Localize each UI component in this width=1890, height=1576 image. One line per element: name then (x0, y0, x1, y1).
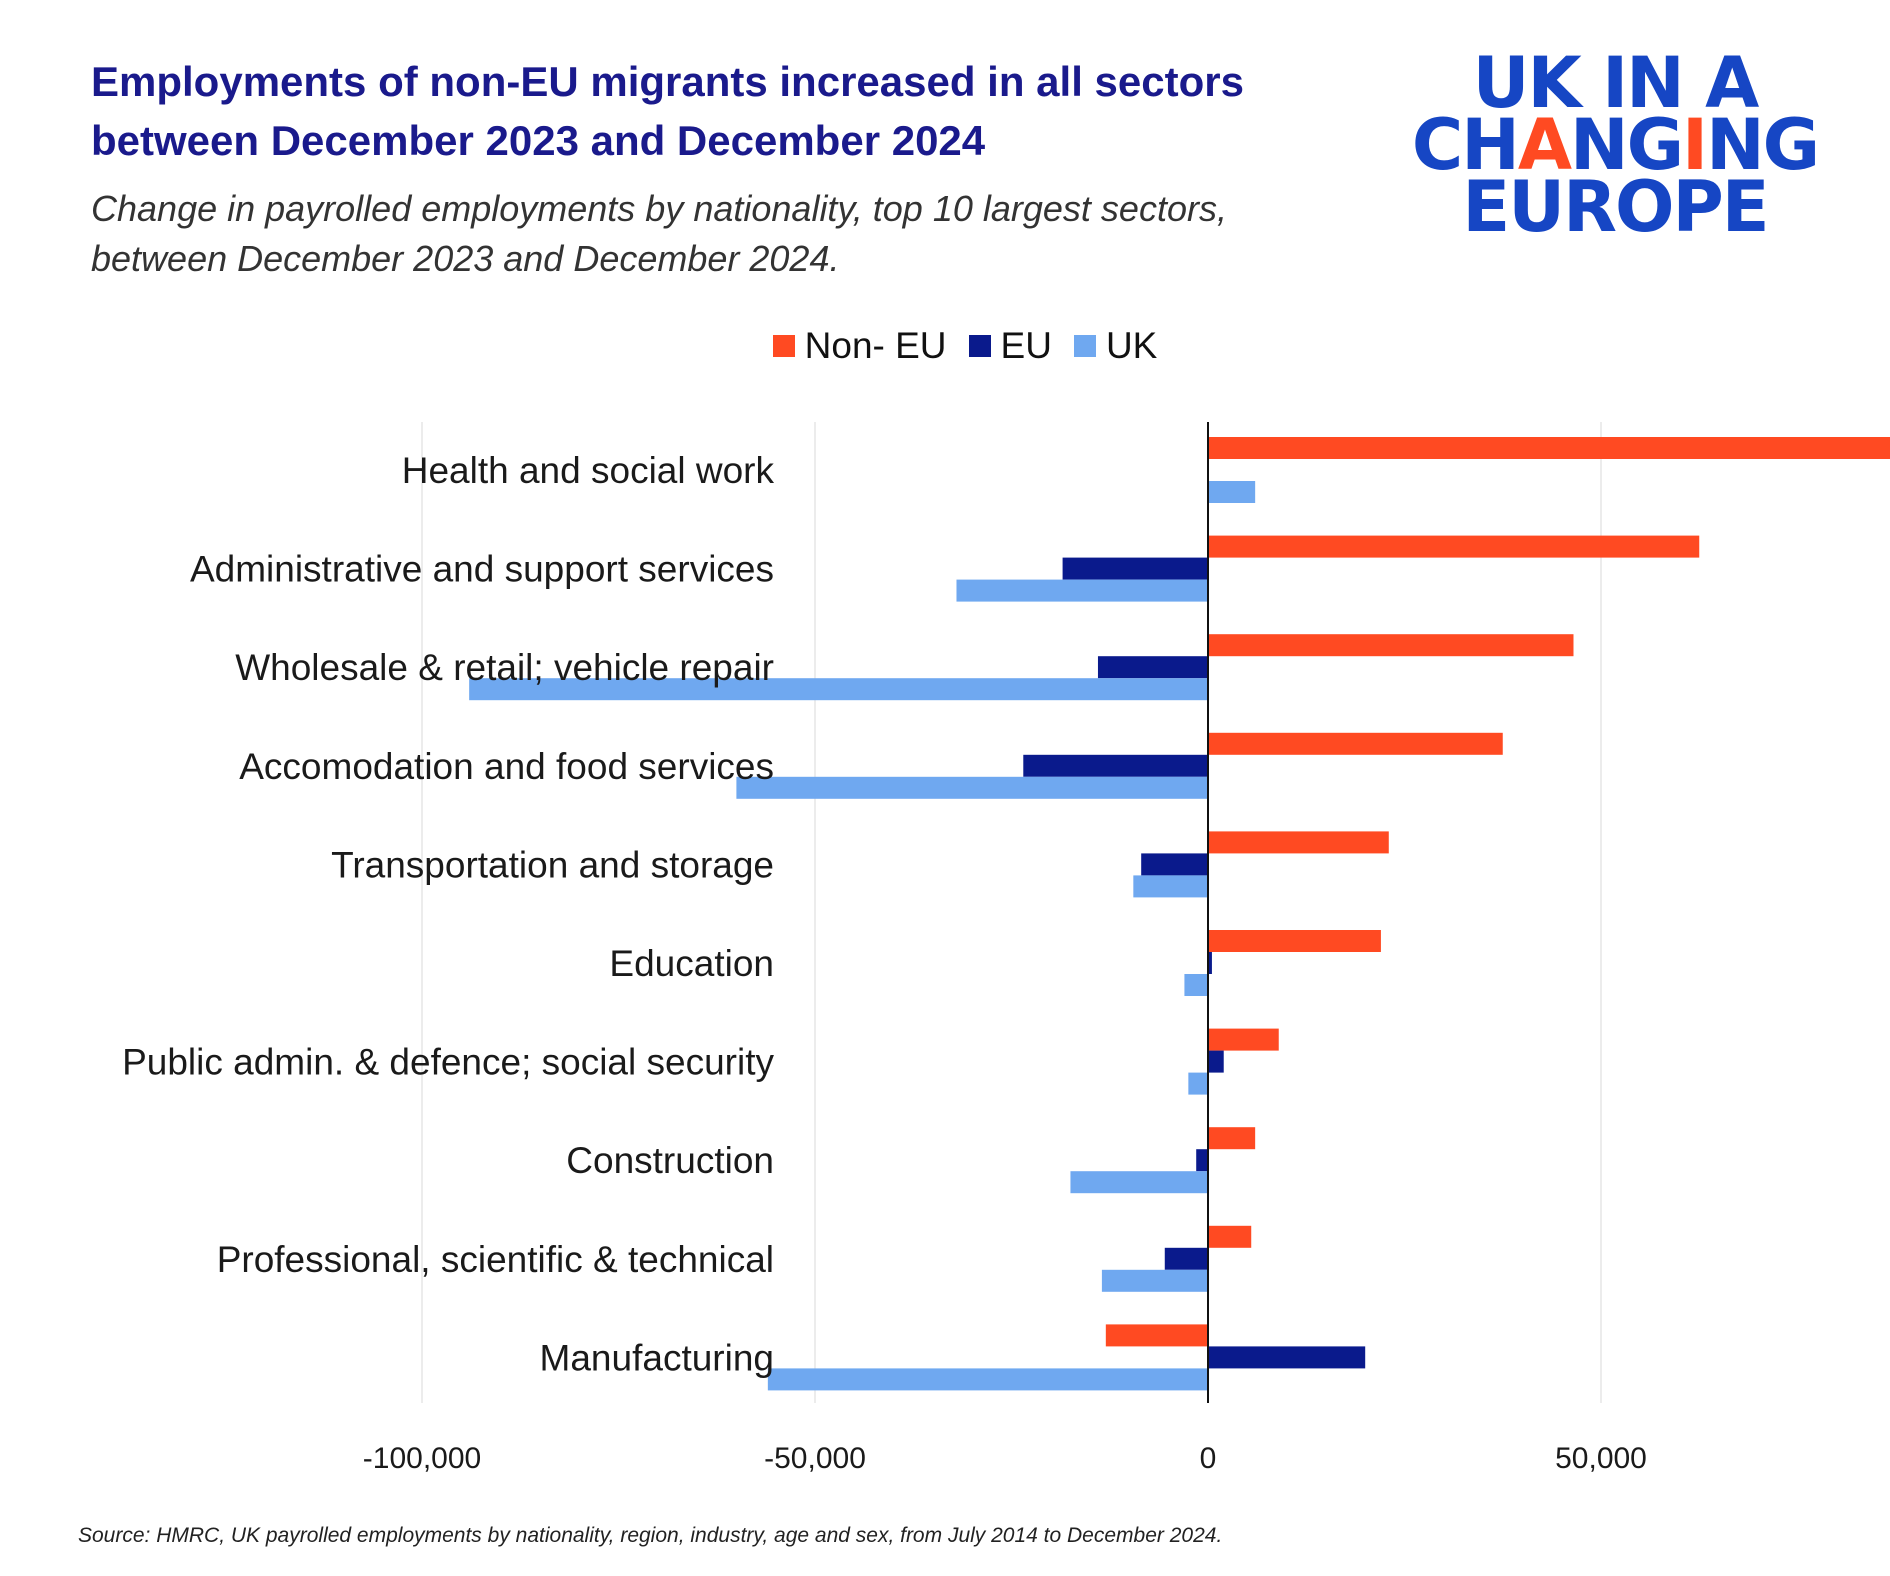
bar-non-eu-health-and-social-work (1208, 437, 1890, 459)
legend-item-uk: UK (1073, 325, 1158, 367)
legend-swatch-eu (968, 335, 991, 357)
chart-title-line-1: Employments of non-EU migrants increased… (91, 58, 1244, 105)
bar-non-eu-wholesale-retail-vehicle-repair (1208, 634, 1574, 657)
bar-non-eu-public-admin-defence-social-security (1208, 1028, 1279, 1051)
bar-uk-health-and-social-work (1208, 481, 1256, 503)
bar-eu-education (1208, 952, 1212, 974)
bar-eu-administrative-and-support-services (1062, 557, 1208, 580)
category-label-professional-scientific-technical: Professional, scientific & technical (217, 1239, 774, 1280)
bar-eu-construction (1196, 1149, 1208, 1172)
bar-eu-manufacturing (1208, 1346, 1366, 1369)
source-note: Source: HMRC, UK payrolled employments b… (78, 1524, 1223, 1547)
bar-uk-public-admin-defence-social-security (1188, 1072, 1208, 1095)
chart-subtitle: Change in payrolled employments by natio… (91, 184, 1391, 284)
bar-non-eu-administrative-and-support-services (1208, 535, 1700, 558)
bar-uk-construction (1070, 1171, 1208, 1194)
x-tick-label-0: 0 (1200, 1442, 1217, 1475)
category-label-health-and-social-work: Health and social work (402, 450, 775, 491)
bar-non-eu-manufacturing (1105, 1324, 1208, 1347)
bar-uk-manufacturing (767, 1368, 1208, 1391)
uk-in-a-changing-europe-logo: UK IN A CHANGING EUROPE (1411, 42, 1820, 248)
bar-non-eu-professional-scientific-technical (1208, 1225, 1252, 1248)
bar-eu-professional-scientific-technical (1164, 1247, 1208, 1270)
chart-legend: Non- EU EU UK (0, 321, 1890, 371)
gridlines (421, 422, 1602, 1403)
x-tick-label-50-000: -50,000 (764, 1442, 866, 1475)
chart-title-line-2: between December 2023 and December 2024 (91, 117, 986, 164)
category-label-manufacturing: Manufacturing (540, 1337, 774, 1378)
category-label-public-admin-defence-social-security: Public admin. & defence; social security (122, 1042, 774, 1083)
legend-item-non-eu: Non- EU (772, 325, 947, 367)
bar-eu-public-admin-defence-social-security (1208, 1050, 1224, 1073)
chart-subtitle-line-2: between December 2023 and December 2024. (91, 238, 840, 279)
category-label-wholesale-retail-vehicle-repair: Wholesale & retail; vehicle repair (235, 647, 774, 688)
legend-swatch-uk (1073, 335, 1096, 357)
bar-eu-wholesale-retail-vehicle-repair (1097, 656, 1208, 679)
legend-label-non-eu: Non- EU (804, 325, 947, 366)
bar-non-eu-transportation-and-storage (1208, 831, 1389, 854)
bar-uk-education (1184, 974, 1208, 996)
bar-uk-professional-scientific-technical (1101, 1269, 1208, 1292)
bar-uk-administrative-and-support-services (956, 579, 1208, 602)
bars (469, 437, 1890, 1391)
x-tick-label-100-000: -100,000 (363, 1442, 481, 1475)
bar-non-eu-accomodation-and-food-services (1208, 732, 1503, 755)
category-label-accomodation-and-food-services: Accomodation and food services (239, 746, 774, 787)
bar-uk-wholesale-retail-vehicle-repair (469, 678, 1208, 701)
x-tick-label-50-000: 50,000 (1555, 1442, 1647, 1475)
category-labels: Health and social work Administrative and… (122, 450, 774, 1378)
chart-title: Employments of non-EU migrants increased… (91, 52, 1391, 170)
category-label-administrative-and-support-services: Administrative and support services (190, 549, 774, 590)
legend-item-eu: EU (968, 325, 1052, 367)
bar-uk-accomodation-and-food-services (736, 776, 1208, 799)
legend-swatch-non-eu (772, 335, 795, 357)
category-label-construction: Construction (566, 1140, 774, 1181)
bar-non-eu-education (1208, 930, 1381, 952)
chart-subtitle-line-1: Change in payrolled employments by natio… (91, 188, 1227, 229)
bar-uk-transportation-and-storage (1133, 875, 1208, 898)
bar-non-eu-construction (1208, 1127, 1256, 1150)
category-label-education: Education (609, 943, 774, 984)
bar-eu-accomodation-and-food-services (1023, 754, 1208, 777)
legend-label-eu: EU (1000, 325, 1052, 366)
bar-eu-transportation-and-storage (1141, 853, 1208, 876)
category-label-transportation-and-storage: Transportation and storage (331, 844, 774, 885)
legend-label-uk: UK (1105, 325, 1158, 366)
